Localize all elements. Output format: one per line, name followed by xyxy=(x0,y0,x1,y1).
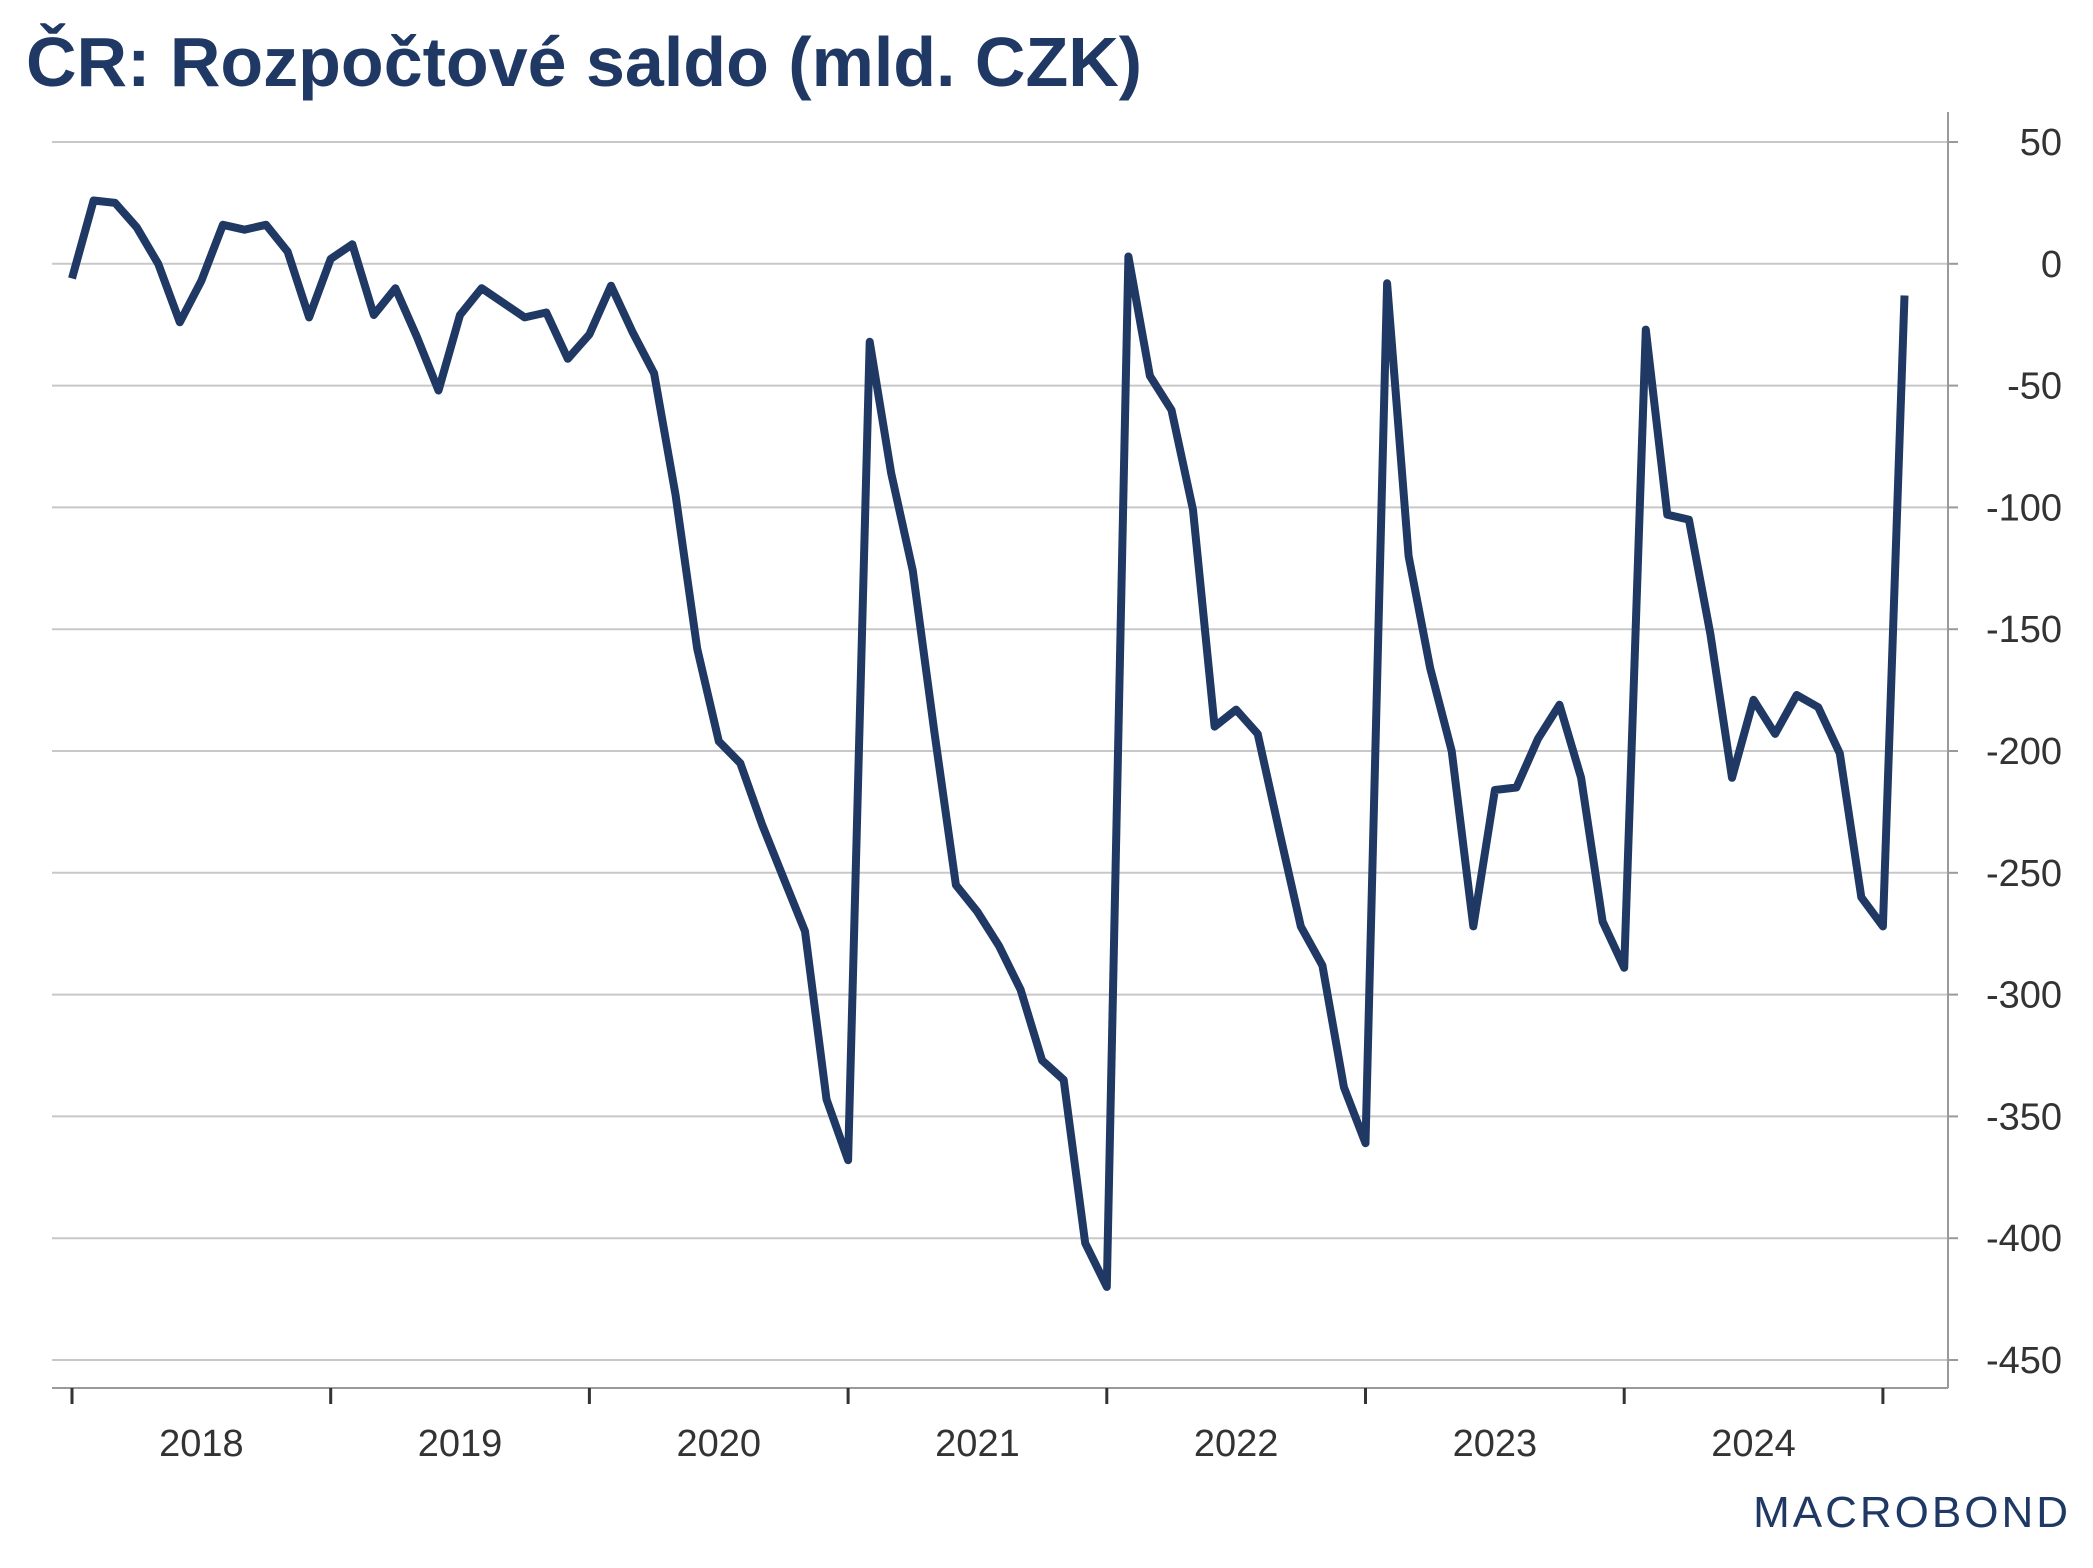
y-tick-label: -250 xyxy=(1986,853,2062,895)
y-tick-label: -300 xyxy=(1986,975,2062,1017)
x-tick-label: 2018 xyxy=(159,1423,244,1465)
macrobond-logo: MACROBOND xyxy=(1753,1488,2071,1537)
y-tick-label: 0 xyxy=(2041,244,2062,286)
y-tick-label: -200 xyxy=(1986,731,2062,773)
series-group xyxy=(68,196,1909,1291)
gridlines xyxy=(52,141,1948,1361)
x-tick-label: 2023 xyxy=(1453,1423,1538,1465)
y-tick-label: 50 xyxy=(2020,122,2062,164)
y-tick-label: -450 xyxy=(1986,1340,2062,1382)
x-tick-label: 2022 xyxy=(1194,1423,1279,1465)
axes xyxy=(52,112,1958,1404)
x-tick-label: 2021 xyxy=(935,1423,1020,1465)
y-tick-label: -350 xyxy=(1986,1096,2062,1138)
y-axis-ticks: 50 0 -50 -100 -150 -200 -250 -300 -350 -400 -450 xyxy=(1986,122,2062,1382)
y-tick-label: -50 xyxy=(2007,366,2062,408)
x-tick-label: 2024 xyxy=(1711,1423,1796,1465)
series-line xyxy=(68,196,1909,1291)
x-tick-label: 2020 xyxy=(676,1423,761,1465)
y-tick-label: -400 xyxy=(1986,1218,2062,1260)
y-tick-label: -100 xyxy=(1986,487,2062,529)
x-tick-label: 2019 xyxy=(418,1423,503,1465)
x-axis-ticks: 2018 2019 2020 2021 2022 2023 2024 xyxy=(159,1423,1796,1465)
y-tick-label: -150 xyxy=(1986,609,2062,651)
chart-title: ČR: Rozpočtové saldo (mld. CZK) xyxy=(26,23,1143,101)
